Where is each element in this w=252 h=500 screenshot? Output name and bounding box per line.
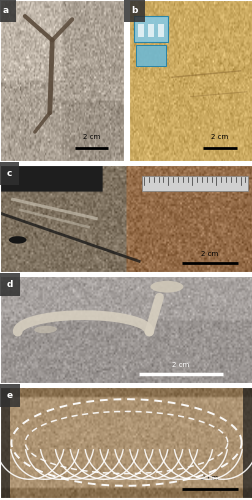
Text: d: d xyxy=(6,280,13,288)
Text: 2 cm: 2 cm xyxy=(83,134,100,140)
FancyBboxPatch shape xyxy=(136,45,165,66)
Ellipse shape xyxy=(150,281,183,292)
Text: 2 cm: 2 cm xyxy=(172,362,189,368)
Bar xyxy=(157,24,163,37)
Text: a: a xyxy=(3,6,9,15)
Text: 2 cm: 2 cm xyxy=(211,134,228,140)
Text: b: b xyxy=(131,6,137,15)
Ellipse shape xyxy=(34,326,57,334)
Text: 2 cm: 2 cm xyxy=(201,476,218,482)
Circle shape xyxy=(9,236,26,244)
Bar xyxy=(242,387,252,498)
Bar xyxy=(137,24,144,37)
Bar xyxy=(0,387,10,498)
Text: e: e xyxy=(6,391,12,400)
FancyBboxPatch shape xyxy=(133,16,168,42)
Text: 2 cm: 2 cm xyxy=(201,251,218,257)
Bar xyxy=(147,24,153,37)
Bar xyxy=(141,176,247,190)
Text: c: c xyxy=(6,168,12,177)
